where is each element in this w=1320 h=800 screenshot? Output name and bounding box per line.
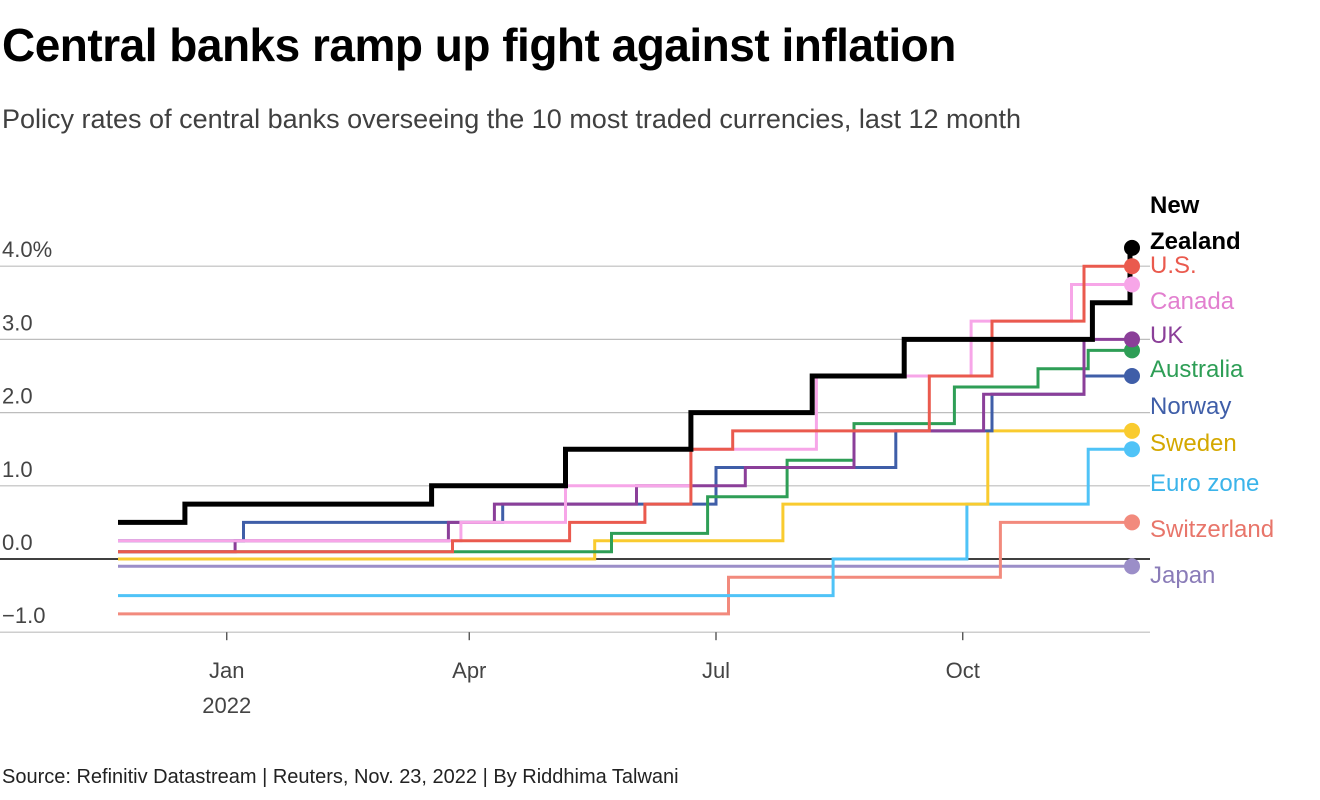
axes: 4.0% 3.0 2.0 1.0 0.0 −1.0 Jan 2022 Apr Jul Oct — [2, 237, 980, 718]
series-line-u-s — [118, 264, 1130, 554]
x-tick-label: Apr — [452, 658, 486, 683]
series-label-new-zealand: New — [1150, 192, 1200, 219]
x-tick-sublabel: 2022 — [202, 693, 251, 718]
x-tick-label: Oct — [946, 658, 980, 683]
series-end-dot-u-s — [1124, 258, 1140, 275]
series-label-canada: Canada — [1150, 288, 1235, 315]
series-line-sweden — [118, 429, 1130, 561]
x-tick-label: Jan — [209, 658, 244, 683]
series-line-new-zealand — [118, 247, 1133, 525]
series-end-dot-norway — [1124, 368, 1140, 384]
series-label-japan: Japan — [1150, 562, 1215, 589]
series-lines — [118, 247, 1133, 616]
y-tick-label: −1.0 — [2, 603, 45, 628]
series-label-uk: UK — [1150, 322, 1183, 349]
series-end-dot-switzerland — [1124, 514, 1140, 531]
y-tick-label: 2.0 — [2, 384, 33, 409]
series-line-switzerland — [118, 520, 1130, 616]
series-end-dot-sweden — [1124, 422, 1140, 439]
y-tick-label: 4.0% — [2, 237, 52, 262]
series-label-sweden: Sweden — [1150, 430, 1237, 457]
series-label-euro-zone: Euro zone — [1150, 470, 1259, 497]
source-credit: Source: Refinitiv Datastream | Reuters, … — [2, 766, 679, 788]
series-end-dot-new-zealand — [1124, 239, 1140, 256]
series-label-new-zealand: Zealand — [1150, 228, 1241, 255]
chart-title: Central banks ramp up fight against infl… — [2, 19, 956, 71]
series-line-norway — [118, 374, 1130, 543]
series-end-dot-euro-zone — [1124, 441, 1140, 458]
series-line-euro-zone — [118, 447, 1130, 598]
series-label-u-s: U.S. — [1150, 252, 1197, 279]
series-end-dot-uk — [1124, 331, 1140, 348]
x-tick-label: Jul — [702, 658, 730, 683]
y-tick-label: 1.0 — [2, 457, 33, 482]
series-label-norway: Norway — [1150, 393, 1231, 420]
series-end-dot-canada — [1124, 276, 1140, 293]
series-end-dot-australia — [1124, 342, 1140, 359]
series-end-labels: Japan Switzerland Euro zone Sweden Norway Aus… — [1124, 192, 1274, 589]
series-label-australia: Australia — [1150, 356, 1244, 383]
chart-subtitle: Policy rates of central banks overseeing… — [2, 104, 1022, 134]
y-tick-label: 3.0 — [2, 310, 33, 335]
y-tick-label: 0.0 — [2, 530, 33, 555]
series-line-uk — [118, 337, 1130, 554]
series-label-switzerland: Switzerland — [1150, 516, 1274, 543]
series-end-dot-japan — [1124, 558, 1140, 575]
